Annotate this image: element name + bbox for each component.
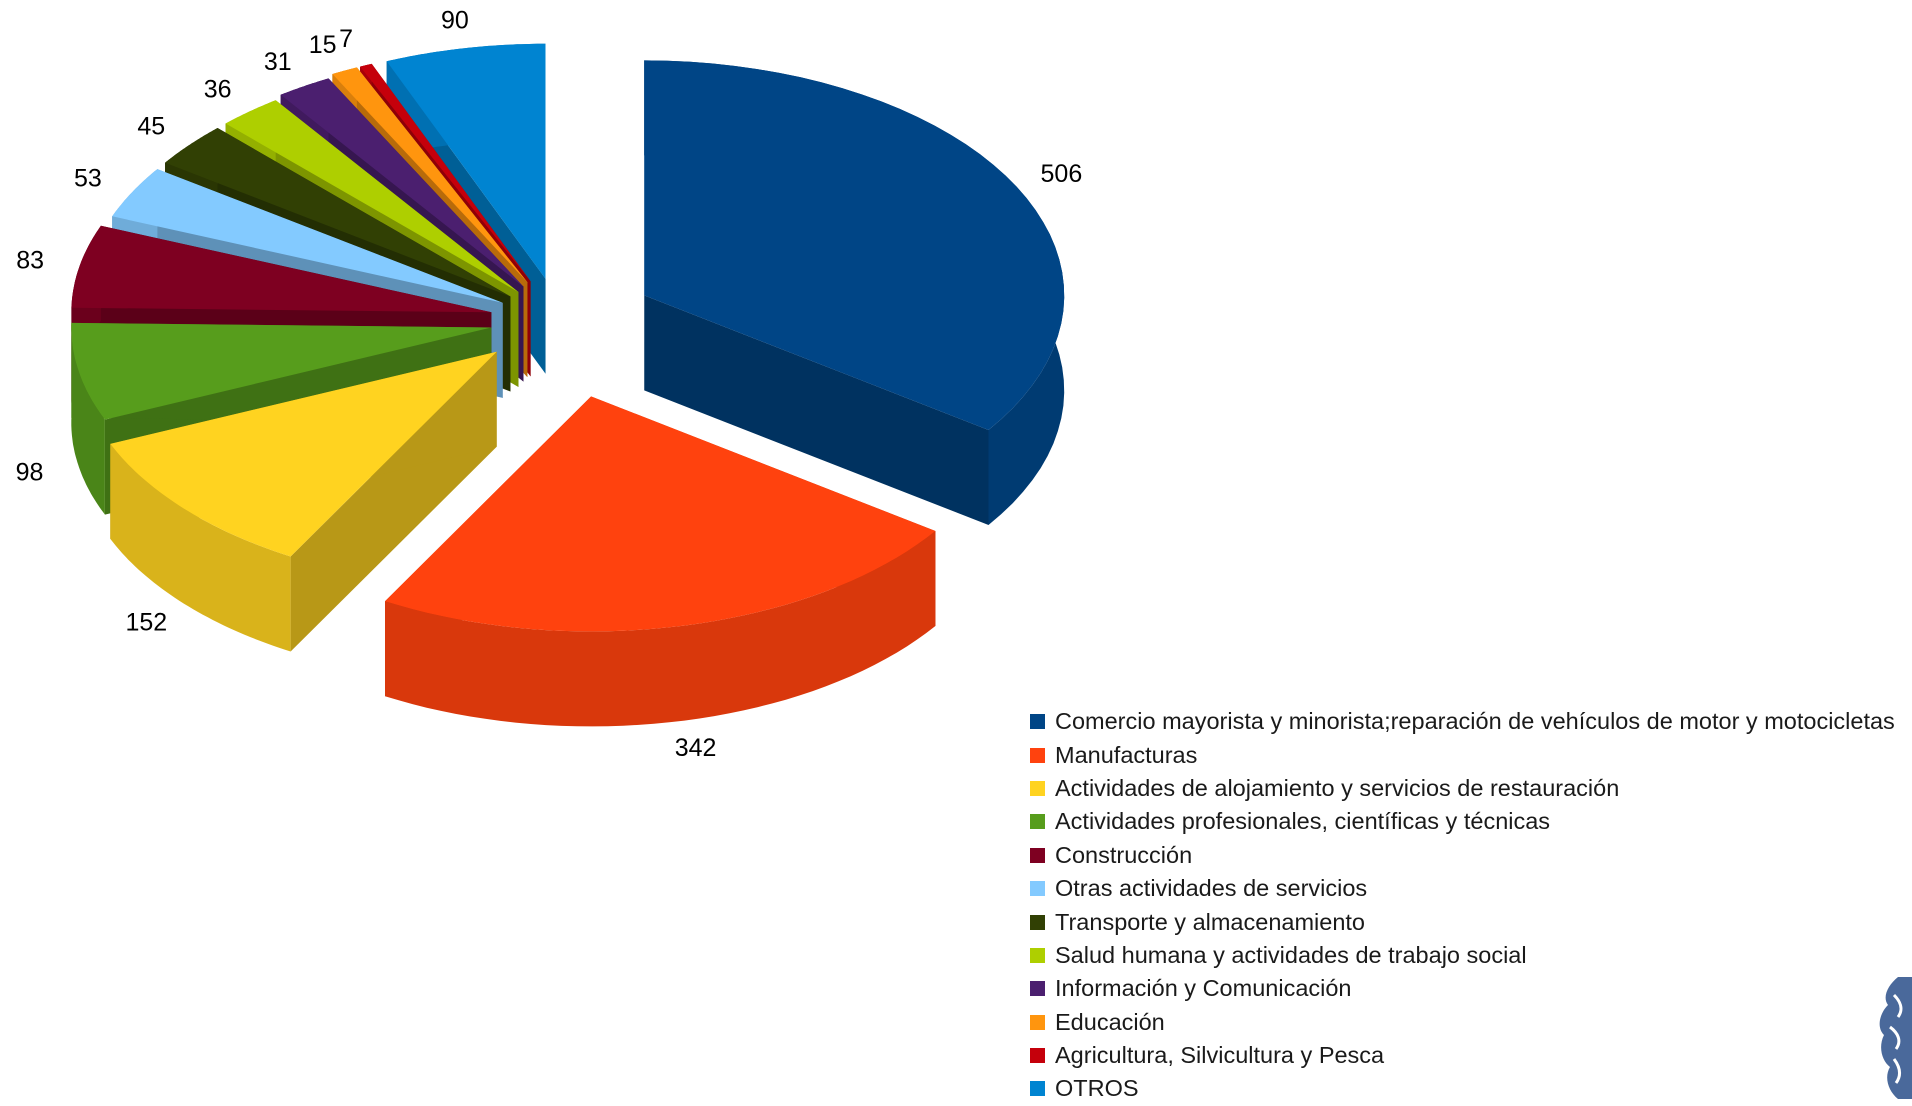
legend: Comercio mayorista y minorista;reparació…: [1030, 705, 1895, 1106]
data-label: 98: [16, 459, 44, 487]
legend-item: Información y Comunicación: [1030, 972, 1895, 1005]
legend-label: Otras actividades de servicios: [1055, 875, 1368, 902]
partial-logo-icon: [1879, 977, 1912, 1099]
legend-label: Construcción: [1055, 841, 1193, 868]
legend-label: Información y Comunicación: [1055, 975, 1352, 1002]
slice-top: [112, 169, 503, 303]
legend-swatch: [1030, 947, 1045, 963]
legend-label: Actividades de alojamiento y servicios d…: [1055, 774, 1620, 801]
data-labels: 506 342 152 98 83 53 45 36 31 15 7 90: [16, 7, 1083, 763]
data-label: 15: [309, 31, 337, 59]
legend-swatch: [1030, 747, 1045, 763]
legend-swatch: [1030, 1081, 1045, 1097]
slice-top: [644, 60, 1065, 431]
data-label: 36: [204, 76, 232, 104]
slice-top: [386, 43, 546, 279]
slice-top: [165, 128, 511, 297]
legend-swatch: [1030, 1048, 1045, 1064]
slice-top: [71, 225, 492, 313]
legend-label: Transporte y almacenamiento: [1055, 908, 1365, 935]
slice-top: [71, 322, 492, 420]
slice-top: [280, 78, 524, 287]
legend-swatch: [1030, 814, 1045, 830]
data-label: 506: [1041, 160, 1083, 188]
legend-item: Otras actividades de servicios: [1030, 872, 1895, 905]
data-label: 90: [441, 7, 469, 35]
legend-label: Manufacturas: [1055, 741, 1198, 768]
pie-slices: [71, 43, 1065, 727]
data-label: 53: [74, 165, 102, 193]
legend-item: Manufacturas: [1030, 738, 1895, 771]
pie-slice: [385, 396, 936, 727]
legend-item: Construcción: [1030, 839, 1895, 872]
legend-swatch: [1030, 714, 1045, 730]
legend-swatch: [1030, 1014, 1045, 1030]
slice-side: [385, 531, 936, 727]
legend-label: Actividades profesionales, científicas y…: [1055, 808, 1551, 835]
slice-top: [110, 351, 497, 557]
data-label: 7: [339, 25, 353, 53]
slice-top: [225, 100, 519, 292]
legend-item: Comercio mayorista y minorista;reparació…: [1030, 705, 1895, 738]
legend-item: Educación: [1030, 1006, 1895, 1039]
legend-label: OTROS: [1055, 1075, 1139, 1102]
legend-swatch: [1030, 881, 1045, 897]
legend-item: Actividades profesionales, científicas y…: [1030, 805, 1895, 838]
legend-label: Agricultura, Silvicultura y Pesca: [1055, 1042, 1385, 1069]
legend-item: Actividades de alojamiento y servicios d…: [1030, 772, 1895, 805]
slice-top: [360, 63, 531, 282]
slice-side: [71, 322, 105, 515]
data-label: 342: [675, 734, 717, 762]
slice-side: [110, 443, 291, 652]
pie-slice: [110, 351, 497, 652]
legend-item: Salud humana y actividades de trabajo so…: [1030, 939, 1895, 972]
legend-label: Salud humana y actividades de trabajo so…: [1055, 941, 1527, 968]
legend-swatch: [1030, 914, 1045, 930]
slice-wall: [644, 295, 989, 525]
data-label: 83: [16, 246, 44, 274]
legend-swatch: [1030, 981, 1045, 997]
legend-label: Educación: [1055, 1008, 1165, 1035]
legend-swatch: [1030, 847, 1045, 863]
data-label: 31: [264, 48, 292, 76]
data-label: 152: [125, 608, 167, 636]
legend-swatch: [1030, 780, 1045, 796]
pie-slice: [644, 60, 1065, 526]
slice-top: [332, 67, 528, 283]
legend-item: OTROS: [1030, 1072, 1895, 1105]
legend-item: Transporte y almacenamiento: [1030, 905, 1895, 938]
data-label: 45: [137, 112, 165, 140]
legend-item: Agricultura, Silvicultura y Pesca: [1030, 1039, 1895, 1072]
slice-top: [385, 396, 936, 632]
legend-label: Comercio mayorista y minorista;reparació…: [1055, 708, 1895, 735]
